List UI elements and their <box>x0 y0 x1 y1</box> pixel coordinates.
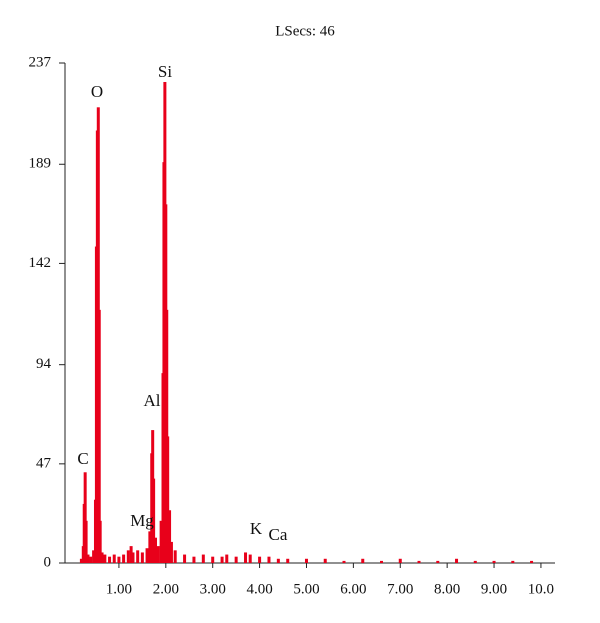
spectrum-bar <box>380 560 384 563</box>
spectrum-bar <box>112 554 116 563</box>
y-tick-label: 142 <box>29 255 52 271</box>
spectrum-bar <box>361 558 365 563</box>
x-tick-label: 1.00 <box>106 581 132 597</box>
y-tick-label: 0 <box>44 554 52 570</box>
x-tick-label: 2.00 <box>153 581 179 597</box>
spectrum-bar <box>436 560 440 563</box>
spectrum-bar <box>79 558 83 563</box>
spectrum-bar <box>89 556 93 563</box>
spectrum-bar <box>97 309 101 563</box>
spectrum-bar <box>136 550 140 563</box>
spectrum-bar <box>129 546 133 563</box>
spectrum-bar <box>530 560 534 563</box>
x-tick-label: 3.00 <box>200 581 226 597</box>
spectrum-bar <box>211 556 215 563</box>
spectrum-bar <box>83 472 87 563</box>
spectrum-bar <box>168 510 172 563</box>
spectrum-bar <box>148 531 152 563</box>
spectrum-bar <box>173 550 177 563</box>
spectrum-bar <box>234 556 238 563</box>
spectrum-bar <box>108 556 112 563</box>
element-label: Ca <box>269 525 288 544</box>
y-tick-label: 189 <box>29 156 52 172</box>
spectrum-bar <box>152 478 156 563</box>
element-label: O <box>91 82 103 101</box>
spectrum-bar <box>166 436 170 563</box>
spectrum-bar <box>131 552 135 563</box>
spectrum-bar <box>156 546 160 563</box>
spectrum-bar <box>492 560 496 563</box>
y-tick-label: 47 <box>36 455 52 471</box>
element-label: Si <box>158 62 172 81</box>
y-tick-label: 237 <box>29 54 52 70</box>
spectrum-bar <box>98 520 102 563</box>
x-tick-label: 6.00 <box>340 581 366 597</box>
spectrum-bar <box>258 556 262 563</box>
spectrum-bar <box>220 556 224 563</box>
spectrum-bar <box>86 554 90 563</box>
spectrum-bar <box>276 558 280 563</box>
x-tick-label: 9.00 <box>481 581 507 597</box>
spectrum-bar <box>103 554 107 563</box>
element-label: Al <box>144 391 161 410</box>
y-tick-label: 94 <box>36 356 52 372</box>
spectrum-bar <box>122 554 126 563</box>
spectrum-bar <box>183 554 187 563</box>
element-label: Mg <box>130 511 154 530</box>
spectrum-bar <box>145 548 149 563</box>
x-tick-label: 10.0 <box>528 581 554 597</box>
element-label: K <box>250 519 263 538</box>
spectrum-bar <box>126 550 130 563</box>
spectrum-bar <box>140 552 144 563</box>
spectrum-bar <box>84 520 88 563</box>
chart-title: LSecs: 46 <box>275 23 335 39</box>
spectrum-bar <box>398 558 402 563</box>
spectrum-bar <box>159 520 163 563</box>
element-label: C <box>77 449 88 468</box>
spectrum-bar <box>511 560 515 563</box>
spectrum-bar <box>225 554 229 563</box>
spectrum-bar <box>201 554 205 563</box>
spectrum-bar <box>342 560 346 563</box>
x-tick-label: 7.00 <box>387 581 413 597</box>
spectrum-bar <box>323 558 327 563</box>
spectrum-bar <box>267 556 271 563</box>
spectrum-bar <box>417 560 421 563</box>
spectrum-bar <box>244 552 248 563</box>
spectrum-bar <box>92 550 96 563</box>
spectrum-bar <box>286 558 290 563</box>
spectrum-bar <box>192 556 196 563</box>
x-tick-label: 5.00 <box>293 581 319 597</box>
spectrum-bar <box>153 537 157 563</box>
spectrum-bar <box>455 558 459 563</box>
x-tick-label: 8.00 <box>434 581 460 597</box>
x-tick-label: 4.00 <box>246 581 272 597</box>
spectrum-bar <box>117 556 121 563</box>
spectrum-bar <box>169 541 173 563</box>
spectrum-bar <box>304 558 308 563</box>
spectrum-bar <box>100 552 104 563</box>
spectrum-bar <box>248 554 252 563</box>
spectrum-bar <box>473 560 477 563</box>
